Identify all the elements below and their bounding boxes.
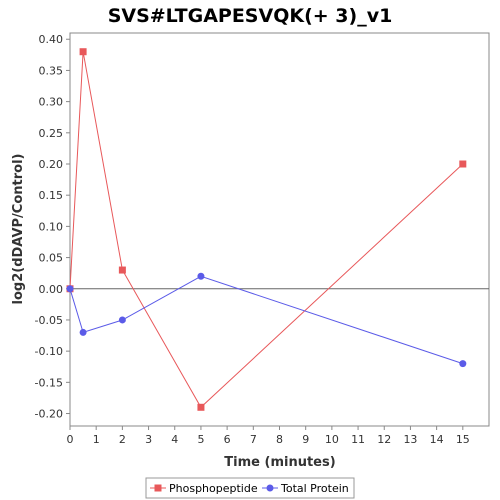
data-point-total-protein <box>118 316 126 324</box>
data-point-total-protein <box>79 328 87 336</box>
x-tick-label: 9 <box>302 433 309 446</box>
legend-label-total-protein: Total Protein <box>280 482 349 495</box>
data-point-phosphopeptide <box>79 48 87 56</box>
y-tick-label: 0.10 <box>39 220 64 233</box>
x-tick-label: 1 <box>93 433 100 446</box>
x-tick-label: 12 <box>377 433 391 446</box>
y-tick-label: -0.10 <box>35 345 63 358</box>
x-axis-label: Time (minutes) <box>224 455 335 470</box>
x-tick-label: 3 <box>145 433 152 446</box>
x-tick-label: 4 <box>171 433 178 446</box>
y-tick-label: 0.00 <box>39 283 64 296</box>
data-point-phosphopeptide <box>197 403 205 411</box>
x-tick-label: 13 <box>403 433 417 446</box>
x-tick-label: 5 <box>197 433 204 446</box>
legend-marker-total-protein <box>266 484 274 492</box>
x-tick-label: 11 <box>351 433 365 446</box>
plot-area <box>69 32 490 427</box>
x-tick-label: 15 <box>456 433 470 446</box>
x-tick-label: 8 <box>276 433 283 446</box>
x-tick-label: 7 <box>250 433 257 446</box>
data-point-total-protein <box>459 360 467 368</box>
x-tick-label: 6 <box>224 433 231 446</box>
legend-label-phosphopeptide: Phosphopeptide <box>169 482 258 495</box>
y-tick-label: 0.05 <box>39 252 64 265</box>
x-axis: 0 1 2 3 4 5 6 7 8 9 10 11 12 13 14 15 <box>67 426 470 446</box>
y-tick-label: -0.05 <box>35 314 63 327</box>
y-tick-label: 0.40 <box>39 33 64 46</box>
data-point-total-protein <box>197 272 205 280</box>
legend-box <box>145 477 355 499</box>
series-layer <box>66 48 467 411</box>
data-point-total-protein <box>66 285 74 293</box>
y-tick-label: 0.25 <box>39 127 64 140</box>
chart-title: SVS#LTGAPESVQK(+ 3)_v1 <box>108 5 393 27</box>
y-tick-label: 0.35 <box>39 64 64 77</box>
data-point-phosphopeptide <box>459 160 467 168</box>
y-tick-label: 0.30 <box>39 96 64 109</box>
y-axis-label: log2(dDAVP/Control) <box>11 154 26 305</box>
x-tick-label: 14 <box>430 433 444 446</box>
y-axis: 0.40 0.35 0.30 0.25 0.20 0.15 0.10 0.05 0.00 -0.0… <box>35 33 70 421</box>
y-tick-label: 0.20 <box>39 158 64 171</box>
data-point-phosphopeptide <box>118 266 126 274</box>
legend-marker-phosphopeptide <box>154 484 162 492</box>
x-tick-label: 0 <box>67 433 74 446</box>
x-tick-label: 10 <box>325 433 339 446</box>
legend: Phosphopeptide Total Protein <box>145 477 355 499</box>
y-tick-label: 0.15 <box>39 189 64 202</box>
y-tick-label: -0.15 <box>35 376 63 389</box>
x-tick-label: 2 <box>119 433 126 446</box>
y-tick-label: -0.20 <box>35 408 63 421</box>
